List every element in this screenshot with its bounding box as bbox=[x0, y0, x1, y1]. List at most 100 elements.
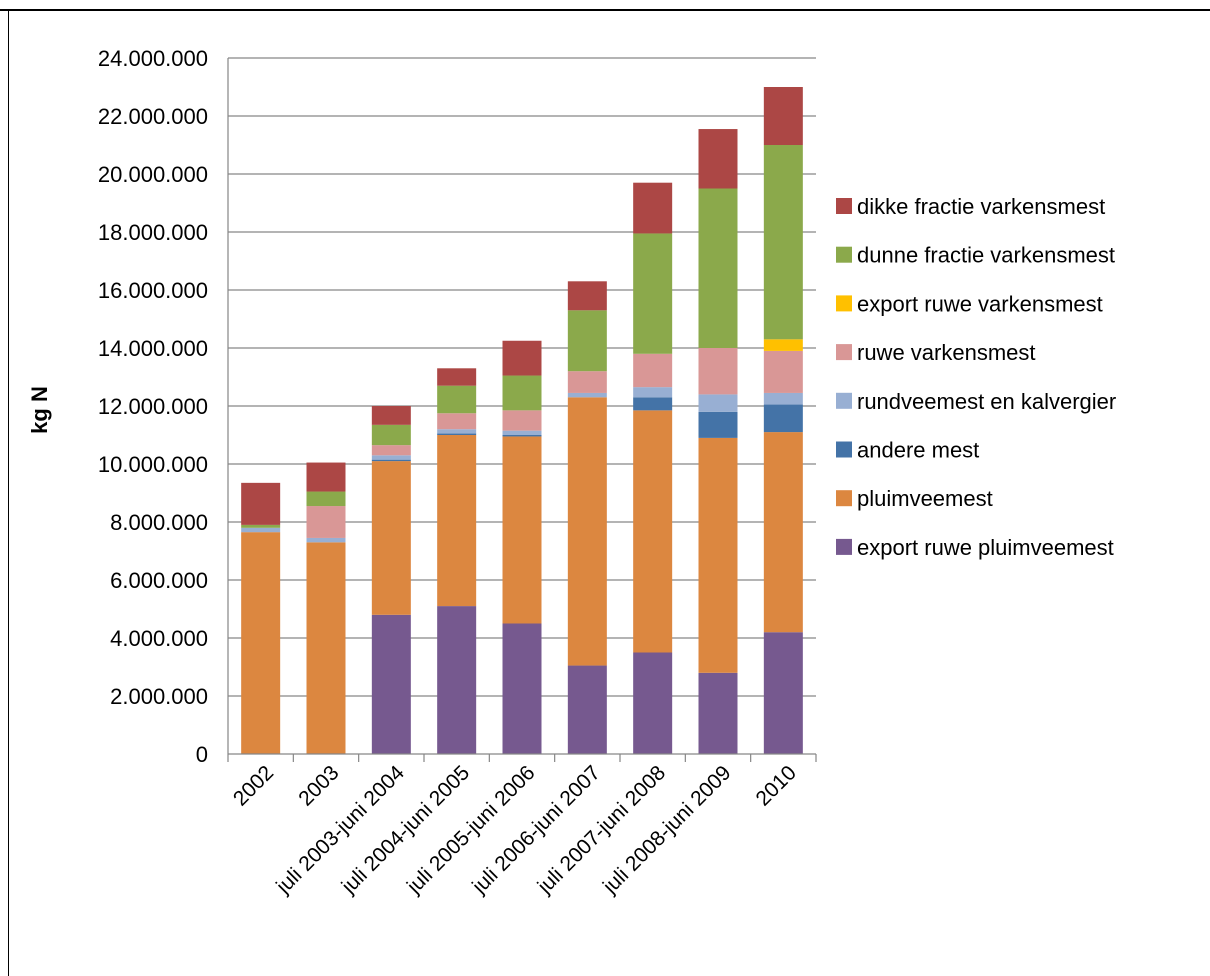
bar-segment bbox=[698, 672, 738, 754]
bar-segment bbox=[698, 437, 738, 673]
x-tick-label: 2003 bbox=[294, 761, 343, 810]
bar-segment bbox=[567, 665, 607, 754]
y-tick-label: 16.000.000 bbox=[98, 278, 208, 303]
bar-segment bbox=[306, 491, 346, 507]
bar-segment bbox=[371, 424, 411, 446]
y-tick-label: 20.000.000 bbox=[98, 162, 208, 187]
bar-segment bbox=[502, 435, 542, 437]
bar-segment bbox=[437, 606, 477, 754]
bar-segment bbox=[437, 429, 477, 434]
y-tick-label: 14.000.000 bbox=[98, 336, 208, 361]
y-tick-label: 18.000.000 bbox=[98, 220, 208, 245]
legend-swatch bbox=[836, 490, 852, 507]
bar-segment bbox=[763, 392, 803, 405]
bar-segment bbox=[502, 430, 542, 435]
bar-segment bbox=[241, 482, 281, 525]
bar-segment bbox=[371, 461, 411, 615]
y-tick-label: 10.000.000 bbox=[98, 452, 208, 477]
legend-swatch bbox=[836, 295, 852, 312]
bar-segment bbox=[437, 435, 477, 607]
legend-swatch bbox=[836, 392, 852, 409]
legend-swatch bbox=[836, 538, 852, 555]
bar-segment bbox=[567, 397, 607, 666]
bar-segment bbox=[633, 410, 673, 653]
bar-segment bbox=[567, 281, 607, 311]
bar-segment bbox=[241, 524, 281, 528]
bar-segment bbox=[371, 406, 411, 425]
legend-swatch bbox=[836, 198, 852, 214]
bar-segment bbox=[633, 652, 673, 754]
bar-segment bbox=[502, 340, 542, 376]
bar-segment bbox=[306, 462, 346, 492]
bars bbox=[241, 87, 803, 754]
bar-segment bbox=[698, 394, 738, 412]
x-tick-label: juli 2008-juni 2009 bbox=[598, 761, 736, 899]
legend-label: andere mest bbox=[857, 438, 979, 463]
bar-segment bbox=[763, 632, 803, 754]
legend-swatch bbox=[836, 441, 852, 458]
bar-segment bbox=[502, 623, 542, 754]
legend-swatch bbox=[836, 344, 852, 361]
y-tick-label: 22.000.000 bbox=[98, 104, 208, 129]
y-axis-label: kg N bbox=[27, 386, 52, 434]
legend: dikke fractie varkensmest dunne fractie v… bbox=[836, 194, 1116, 560]
bar-segment bbox=[763, 339, 803, 351]
legend-swatch bbox=[836, 246, 852, 263]
bar-segment bbox=[633, 353, 673, 388]
bar-segment bbox=[502, 436, 542, 624]
bar-segment bbox=[633, 397, 673, 411]
legend-label: dunne fractie varkensmest bbox=[857, 243, 1115, 268]
bar-segment bbox=[763, 350, 803, 393]
legend-label: ruwe varkensmest bbox=[857, 340, 1036, 365]
bar-segment bbox=[763, 432, 803, 633]
x-tick-label: 2010 bbox=[752, 761, 801, 810]
bar-segment bbox=[763, 145, 803, 340]
bar-segment bbox=[502, 410, 542, 431]
y-tick-label: 12.000.000 bbox=[98, 394, 208, 419]
bar-segment bbox=[698, 348, 738, 395]
legend-label: rundveemest en kalvergier bbox=[857, 389, 1116, 414]
bar-segment bbox=[698, 188, 738, 348]
y-tick-label: 0 bbox=[196, 742, 208, 767]
bar-segment bbox=[567, 310, 607, 372]
y-tick-label: 8.000.000 bbox=[110, 510, 208, 535]
left-border bbox=[8, 9, 9, 976]
bar-segment bbox=[633, 233, 673, 354]
bar-segment bbox=[306, 506, 346, 538]
bar-segment bbox=[306, 537, 346, 543]
bar-segment bbox=[437, 433, 477, 435]
y-tick-label: 24.000.000 bbox=[98, 46, 208, 71]
bar-segment bbox=[502, 375, 542, 411]
legend-label: dikke fractie varkensmest bbox=[857, 194, 1105, 219]
bar-segment bbox=[437, 368, 477, 386]
bar-segment bbox=[633, 182, 673, 234]
legend-label: export ruwe varkensmest bbox=[857, 291, 1103, 316]
bar-segment bbox=[241, 527, 281, 533]
bar-segment bbox=[763, 404, 803, 433]
bar-segment bbox=[371, 459, 411, 462]
bar-segment bbox=[567, 392, 607, 398]
bar-segment bbox=[437, 413, 477, 430]
legend-label: export ruwe pluimveemest bbox=[857, 535, 1114, 560]
bar-segment bbox=[241, 532, 281, 754]
bar-segment bbox=[371, 614, 411, 754]
bar-segment bbox=[763, 87, 803, 145]
y-tick-label: 4.000.000 bbox=[110, 626, 208, 651]
y-tick-label: 2.000.000 bbox=[110, 684, 208, 709]
axes bbox=[227, 58, 817, 762]
bar-segment bbox=[567, 371, 607, 393]
top-border bbox=[0, 9, 1210, 11]
y-tick-labels: 0 2.000.000 4.000.000 6.000.000 8.000.000 10.… bbox=[98, 46, 208, 767]
y-tick-label: 6.000.000 bbox=[110, 568, 208, 593]
bar-segment bbox=[371, 445, 411, 456]
bar-segment bbox=[437, 385, 477, 414]
bar-segment bbox=[371, 455, 411, 460]
legend-label: pluimveemest bbox=[857, 486, 993, 511]
bar-segment bbox=[633, 387, 673, 398]
bar-segment bbox=[306, 542, 346, 754]
bar-segment bbox=[698, 411, 738, 438]
x-tick-label: 2002 bbox=[229, 761, 278, 810]
